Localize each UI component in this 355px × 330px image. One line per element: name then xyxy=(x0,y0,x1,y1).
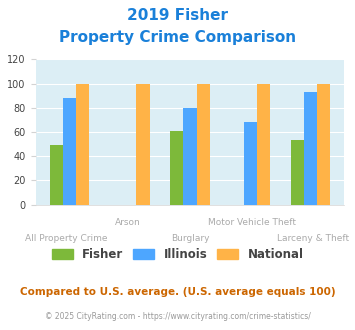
Bar xyxy=(170,131,183,205)
Text: Compared to U.S. average. (U.S. average equals 100): Compared to U.S. average. (U.S. average … xyxy=(20,287,335,297)
Bar xyxy=(317,83,330,205)
Bar xyxy=(197,83,210,205)
Bar xyxy=(244,122,257,205)
Text: Arson: Arson xyxy=(115,218,141,227)
Text: All Property Crime: All Property Crime xyxy=(25,234,108,243)
Text: Property Crime Comparison: Property Crime Comparison xyxy=(59,30,296,45)
Bar xyxy=(183,108,197,205)
Text: Larceny & Theft: Larceny & Theft xyxy=(277,234,350,243)
Text: Motor Vehicle Theft: Motor Vehicle Theft xyxy=(208,218,296,227)
Text: © 2025 CityRating.com - https://www.cityrating.com/crime-statistics/: © 2025 CityRating.com - https://www.city… xyxy=(45,312,310,321)
Bar xyxy=(290,141,304,205)
Text: Burglary: Burglary xyxy=(171,234,209,243)
Text: 2019 Fisher: 2019 Fisher xyxy=(127,8,228,23)
Bar xyxy=(257,83,270,205)
Legend: Fisher, Illinois, National: Fisher, Illinois, National xyxy=(47,244,308,266)
Bar xyxy=(304,92,317,205)
Bar xyxy=(63,98,76,205)
Bar xyxy=(136,83,149,205)
Bar xyxy=(50,145,63,205)
Bar xyxy=(76,83,89,205)
